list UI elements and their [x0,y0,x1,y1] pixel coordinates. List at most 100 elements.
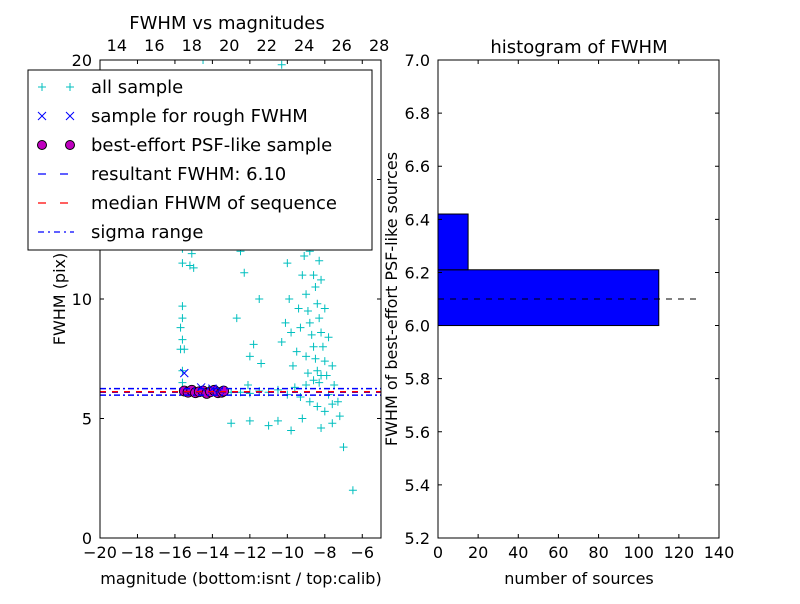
all-sample-point [245,352,254,361]
all-sample-point [317,328,326,337]
x-tick-label: −14 [196,543,230,562]
all-sample-point [328,361,337,370]
y-tick-label: 5.4 [405,476,430,495]
all-sample-point [317,424,326,433]
all-sample-point [309,342,318,351]
all-sample-point [187,249,196,258]
all-sample-point [227,419,236,428]
top-x-tick-label: 24 [294,36,314,55]
y-tick-label: 6.8 [405,104,430,123]
x-tick-label: 140 [704,543,735,562]
x-tick-label: 40 [508,543,528,562]
x-tick-label: 0 [433,543,443,562]
top-x-tick-label: 20 [219,36,239,55]
x-tick-label: 60 [548,543,568,562]
top-x-tick-label: 26 [331,36,351,55]
top-x-tick-label: 22 [257,36,277,55]
x-tick-label: 100 [623,543,654,562]
all-sample-point [305,318,314,327]
y-tick-label: 6.6 [405,157,430,176]
legend-circle-icon [65,140,75,150]
all-sample-point [305,397,314,406]
y-tick-label: 5.2 [405,529,430,548]
all-sample-point [309,376,318,385]
x-tick-label: −16 [158,543,192,562]
all-sample-point [333,397,342,406]
all-sample-point [348,486,357,495]
all-sample-point [277,60,286,69]
all-sample-point [240,268,249,277]
legend-plus-icon [38,83,46,91]
all-sample-point [302,381,311,390]
all-sample-point [273,416,282,425]
rough-sample-point [196,383,206,392]
all-sample-point [315,378,324,387]
all-sample-point [328,419,337,428]
legend-x-icon [65,111,75,121]
y-tick-label: 6.2 [405,263,430,282]
legend-label: all sample [91,77,183,98]
all-sample-point [328,400,337,409]
all-sample-point [178,259,187,268]
left-title: FWHM vs magnitudes [129,13,324,34]
all-sample-point [298,414,307,423]
all-sample-point [178,335,187,344]
all-sample-point [294,304,303,313]
all-sample-point [283,259,292,268]
all-sample-point [313,366,322,375]
all-sample-point [189,263,198,272]
right-ylabel: FWHM of best-effort PSF-like sources [382,152,401,446]
all-sample-point [311,354,320,363]
all-sample-point [298,271,307,280]
histogram-bar [437,269,660,327]
all-sample-point [178,378,187,387]
all-sample-point [307,330,316,339]
legend-x-icon [37,111,47,121]
all-sample-point [315,256,324,265]
y-tick-label: 5 [82,410,92,429]
legend-circle-icon [37,140,47,150]
histogram-bar [437,213,469,271]
all-sample-point [287,328,296,337]
all-sample-point [249,340,258,349]
all-sample-point [324,333,333,342]
all-sample-point [313,402,322,411]
all-sample-point [273,385,282,394]
all-sample-point [245,416,254,425]
all-sample-point [320,407,329,416]
plot-area [100,60,381,495]
legend-box [27,69,373,251]
x-tick-label: −20 [83,543,117,562]
all-sample-point [292,347,301,356]
legend-label: sigma range [91,222,203,243]
all-sample-point [290,383,299,392]
all-sample-point [320,357,329,366]
x-tick-label: −18 [121,543,155,562]
x-tick-label: −12 [233,543,267,562]
all-sample-point [176,323,185,332]
legend-label: median FHWM of sequence [91,193,337,214]
right-histogram: histogram of FWHM number of sources FWHM… [382,37,734,588]
y-tick-label: 5.8 [405,370,430,389]
all-sample-point [285,295,294,303]
top-x-tick-label: 18 [182,36,202,55]
all-sample-point [264,421,273,430]
all-sample-point [180,345,189,354]
all-sample-point [300,251,309,260]
all-sample-point [313,299,322,308]
all-sample-point [335,412,344,421]
x-tick-label: −8 [313,543,337,562]
legend-label: sample for rough FWHM [91,106,308,127]
x-tick-label: −6 [350,543,374,562]
all-sample-point [232,314,241,323]
all-sample-point [178,314,187,323]
all-sample-point [178,302,187,311]
all-sample-point [322,371,331,380]
top-x-tick-label: 14 [107,36,127,55]
all-sample-point [311,283,320,292]
x-tick-label: 120 [664,543,695,562]
all-sample-point [243,381,252,390]
y-tick-label: 0 [82,529,92,548]
right-axes-frame [437,59,720,539]
